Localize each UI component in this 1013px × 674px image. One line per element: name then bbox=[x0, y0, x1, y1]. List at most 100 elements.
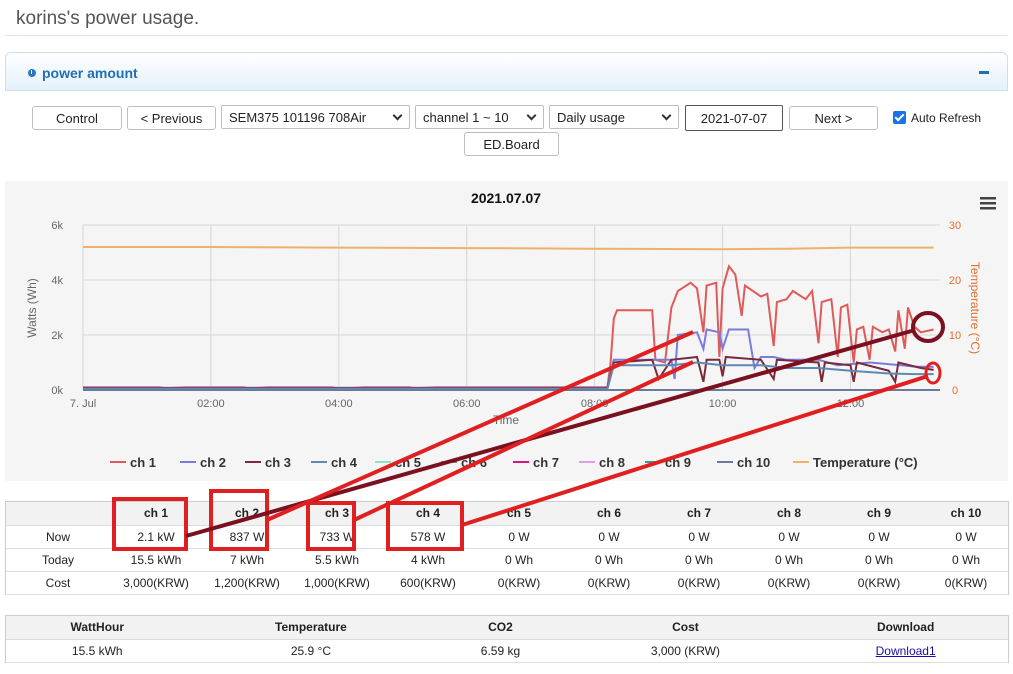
channel-table: ch 1 ch 2 ch 3 ch 4 ch 5 ch 6 ch 7 ch 8 ch 9 ch 1… bbox=[6, 502, 1008, 595]
table-cell: 0(KRW) bbox=[564, 571, 654, 595]
table-cell: 4 kWh bbox=[382, 548, 474, 572]
device-select-value: SEM375 101196 708Air bbox=[229, 109, 367, 125]
channel-header-10: ch 10 bbox=[924, 502, 1008, 526]
legend-item: ch 3 bbox=[265, 455, 291, 470]
clock-icon bbox=[28, 69, 36, 77]
legend-item: ch 7 bbox=[533, 455, 559, 470]
channel-header-1: ch 1 bbox=[110, 502, 202, 526]
auto-refresh-label: Auto Refresh bbox=[911, 111, 982, 125]
channel-header-8: ch 8 bbox=[744, 502, 834, 526]
y-axis-label: Watts (Wh) bbox=[25, 278, 39, 338]
y-tick-label: 0k bbox=[51, 385, 63, 397]
table-cell: 0 Wh bbox=[474, 548, 564, 572]
table-cell: 733 W bbox=[292, 525, 382, 549]
y2-tick-label: 0 bbox=[952, 385, 958, 397]
table-cell: 837 W bbox=[202, 525, 292, 549]
menu-icon bbox=[980, 207, 996, 210]
edboard-button[interactable]: ED.Board bbox=[464, 132, 559, 156]
row-label: Today bbox=[6, 548, 110, 572]
table-cell: 0(KRW) bbox=[924, 571, 1008, 595]
table-row: Cost 3,000(KRW) 1,200(KRW) 1,000(KRW) 600(KR… bbox=[6, 571, 1008, 595]
table-cell: 0 W bbox=[834, 525, 924, 549]
table-cell: 0(KRW) bbox=[654, 571, 744, 595]
x-tick-label: 02:00 bbox=[197, 398, 225, 410]
chevron-down-icon bbox=[392, 110, 403, 121]
channel-select-value: channel 1 ~ 10 bbox=[423, 109, 509, 125]
table-cell: 0 Wh bbox=[834, 548, 924, 572]
table-corner-cell bbox=[6, 502, 110, 526]
series-line-11 bbox=[83, 246, 934, 251]
chart-area: 2021.07.07 0k 2k 4k 6k 0 10 20 30 7. Jul 02:00 04:0… bbox=[5, 181, 1008, 481]
channel-header-5: ch 5 bbox=[474, 502, 564, 526]
x-tick-label: 08:00 bbox=[581, 398, 609, 410]
legend-item: ch 4 bbox=[331, 455, 358, 470]
table-cell: 0(KRW) bbox=[834, 571, 924, 595]
row-label: Cost bbox=[6, 571, 110, 595]
x-tick-label: 10:00 bbox=[709, 398, 737, 410]
channel-header-3: ch 3 bbox=[292, 502, 382, 526]
panel-header: power amount bbox=[5, 52, 1008, 91]
legend-item: ch 1 bbox=[130, 455, 156, 470]
legend-item: ch 6 bbox=[461, 455, 487, 470]
channel-header-2: ch 2 bbox=[202, 502, 292, 526]
table-cell: 0 W bbox=[564, 525, 654, 549]
summary-header-temperature: Temperature bbox=[188, 616, 434, 640]
usage-select-value: Daily usage bbox=[557, 109, 625, 125]
download-link[interactable]: Download1 bbox=[875, 643, 936, 658]
summary-header-watthour: WattHour bbox=[6, 616, 189, 640]
legend-item: ch 9 bbox=[665, 455, 691, 470]
power-chart: 2021.07.07 0k 2k 4k 6k 0 10 20 30 7. Jul 02:00 04:0… bbox=[25, 190, 996, 470]
table-cell: 578 W bbox=[382, 525, 474, 549]
row-label: Now bbox=[6, 525, 110, 549]
summary-table-frame: WattHour Temperature CO2 Cost Download 1… bbox=[5, 615, 1009, 663]
summary-header-cost: Cost bbox=[567, 616, 804, 640]
x-tick-label: 04:00 bbox=[325, 398, 353, 410]
table-cell: 5.5 kWh bbox=[292, 548, 382, 572]
table-cell: 2.1 kW bbox=[110, 525, 202, 549]
table-cell: 0 W bbox=[924, 525, 1008, 549]
channel-table-frame: ch 1 ch 2 ch 3 ch 4 ch 5 ch 6 ch 7 ch 8 ch 9 ch 1… bbox=[5, 501, 1009, 595]
legend-item: Temperature (°C) bbox=[813, 455, 918, 470]
channel-header-7: ch 7 bbox=[654, 502, 744, 526]
table-cell: 0 W bbox=[474, 525, 564, 549]
y-tick-label: 4k bbox=[51, 275, 63, 287]
legend-item: ch 10 bbox=[737, 455, 770, 470]
summary-table: WattHour Temperature CO2 Cost Download 1… bbox=[6, 616, 1008, 663]
summary-header-download: Download bbox=[803, 616, 1008, 640]
table-cell: 0 W bbox=[744, 525, 834, 549]
page-title: korins's power usage. bbox=[16, 8, 200, 29]
title-divider bbox=[5, 35, 1008, 36]
table-cell: 1,200(KRW) bbox=[202, 571, 292, 595]
y2-tick-label: 30 bbox=[949, 220, 961, 232]
panel-title: power amount bbox=[42, 65, 138, 81]
table-cell: 0(KRW) bbox=[744, 571, 834, 595]
x-tick-label: 12:00 bbox=[837, 398, 865, 410]
table-cell: 0(KRW) bbox=[474, 571, 564, 595]
chevron-down-icon bbox=[526, 110, 537, 121]
next-button[interactable]: Next > bbox=[789, 106, 878, 130]
channel-select[interactable]: channel 1 ~ 10 bbox=[415, 105, 544, 129]
date-input[interactable]: 2021-07-07 bbox=[685, 105, 783, 131]
auto-refresh-checkbox[interactable] bbox=[893, 111, 906, 124]
summary-cost: 3,000 (KRW) bbox=[567, 639, 804, 663]
table-cell: 1,000(KRW) bbox=[292, 571, 382, 595]
previous-button[interactable]: < Previous bbox=[127, 106, 216, 130]
usage-select[interactable]: Daily usage bbox=[549, 105, 679, 129]
table-cell: 600(KRW) bbox=[382, 571, 474, 595]
control-button[interactable]: Control bbox=[32, 106, 122, 130]
chart-title: 2021.07.07 bbox=[471, 190, 541, 206]
legend-item: ch 8 bbox=[599, 455, 625, 470]
y-tick-label: 6k bbox=[51, 220, 63, 232]
device-select[interactable]: SEM375 101196 708Air bbox=[221, 105, 410, 129]
summary-header-co2: CO2 bbox=[433, 616, 568, 640]
collapse-icon[interactable] bbox=[979, 71, 989, 74]
summary-watthour: 15.5 kWh bbox=[6, 639, 189, 663]
x-tick-label: 7. Jul bbox=[70, 398, 96, 410]
table-cell: 0 Wh bbox=[744, 548, 834, 572]
channel-header-4: ch 4 bbox=[382, 502, 474, 526]
y-tick-label: 2k bbox=[51, 330, 63, 342]
chevron-down-icon bbox=[661, 110, 672, 121]
y2-tick-label: 10 bbox=[949, 330, 961, 342]
channel-header-6: ch 6 bbox=[564, 502, 654, 526]
